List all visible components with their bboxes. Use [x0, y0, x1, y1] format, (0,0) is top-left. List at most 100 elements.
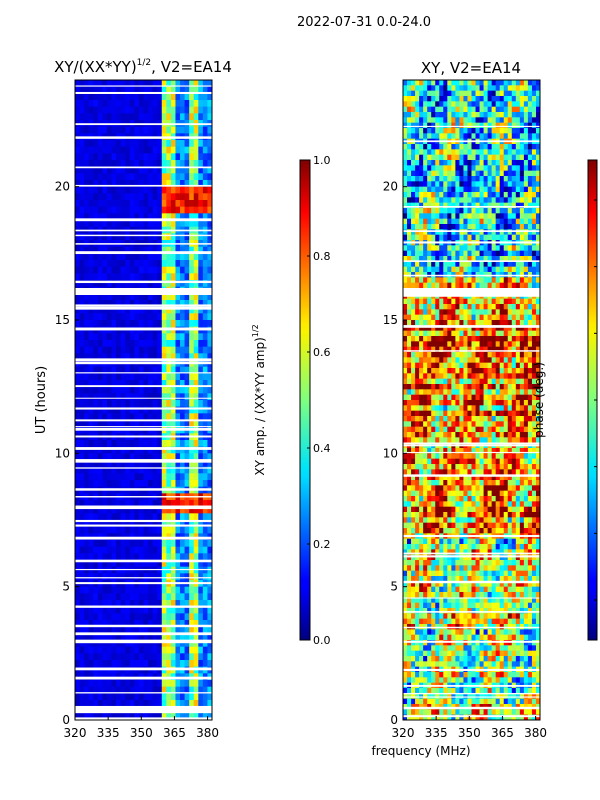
- heatmap-cell: [511, 352, 517, 358]
- heatmap-cell: [116, 400, 121, 407]
- heatmap-cell: [403, 256, 408, 262]
- heatmap-cell: [97, 193, 103, 201]
- heatmap-cell: [443, 298, 448, 305]
- heatmap-cell: [495, 362, 501, 369]
- heatmap-cell: [207, 660, 212, 667]
- heatmap-cell: [491, 336, 496, 342]
- heatmap-cell: [467, 202, 472, 209]
- heatmap-cell: [180, 420, 185, 427]
- heatmap-cell: [515, 314, 521, 321]
- heatmap-cell: [148, 686, 153, 694]
- heatmap-cell: [97, 306, 103, 314]
- heatmap-cell: [511, 218, 517, 225]
- heatmap-cell: [403, 261, 408, 267]
- amplitude-colorbar-ticks: 0.00.20.40.60.81.0: [307, 154, 331, 647]
- heatmap-cell: [419, 154, 424, 161]
- heatmap-cell: [535, 213, 540, 219]
- heatmap-cell: [419, 133, 424, 139]
- heatmap-cell: [161, 526, 167, 534]
- heatmap-cell: [138, 193, 144, 201]
- heatmap-cell: [180, 393, 185, 401]
- heatmap-cell: [507, 208, 513, 214]
- heatmap-cell: [407, 266, 412, 273]
- heatmap-cell: [487, 261, 492, 267]
- heatmap-cell: [463, 85, 468, 91]
- heatmap-cell: [531, 218, 537, 225]
- heatmap-cell: [120, 420, 126, 427]
- heatmap-cell: [411, 170, 416, 177]
- heatmap-cell: [184, 193, 190, 201]
- heatmap-cell: [475, 101, 480, 107]
- heatmap-cell: [143, 293, 149, 301]
- heatmap-cell: [487, 192, 492, 198]
- heatmap-cell: [180, 620, 185, 627]
- heatmap-cell: [166, 160, 172, 167]
- heatmap-cell: [152, 193, 158, 201]
- heatmap-cell: [129, 86, 135, 94]
- heatmap-cell: [207, 406, 212, 414]
- heatmap-cell: [93, 206, 99, 214]
- x-tick-label: 320: [64, 726, 87, 740]
- flagged-row: [75, 91, 212, 94]
- heatmap-cell: [511, 101, 517, 107]
- heatmap-cell: [166, 173, 172, 181]
- heatmap-cell: [166, 700, 172, 707]
- heatmap-cell: [75, 293, 80, 301]
- heatmap-cell: [499, 144, 505, 150]
- heatmap-cell: [120, 506, 126, 514]
- heatmap-cell: [143, 180, 149, 187]
- heatmap-cell: [157, 193, 163, 201]
- heatmap-cell: [523, 352, 529, 358]
- heatmap-cell: [75, 206, 80, 214]
- heatmap-cell: [419, 320, 424, 326]
- heatmap-cell: [88, 613, 94, 621]
- heatmap-cell: [79, 380, 85, 387]
- heatmap-cell: [519, 373, 525, 379]
- heatmap-cell: [102, 406, 108, 414]
- heatmap-cell: [106, 273, 112, 281]
- flagged-row: [75, 243, 212, 245]
- heatmap-cell: [403, 218, 408, 225]
- heatmap-cell: [483, 256, 488, 262]
- heatmap-cell: [463, 170, 468, 177]
- heatmap-cell: [184, 460, 190, 467]
- heatmap-cell: [189, 213, 195, 221]
- heatmap-cell: [439, 165, 444, 171]
- heatmap-cell: [148, 573, 153, 581]
- heatmap-cell: [207, 193, 212, 201]
- heatmap-cell: [447, 101, 452, 107]
- heatmap-cell: [134, 373, 140, 381]
- heatmap-cell: [129, 393, 135, 401]
- heatmap-cell: [184, 473, 190, 481]
- heatmap-cell: [435, 144, 440, 150]
- heatmap-cell: [129, 300, 135, 307]
- heatmap-cell: [106, 546, 112, 554]
- heatmap-cell: [455, 378, 460, 385]
- heatmap-cell: [423, 181, 428, 187]
- heatmap-cell: [459, 192, 464, 198]
- x-tick-label: 335: [97, 726, 120, 740]
- heatmap-cell: [134, 353, 140, 361]
- heatmap-cell: [175, 606, 181, 614]
- heatmap-cell: [120, 193, 126, 201]
- heatmap-cell: [93, 180, 99, 187]
- flagged-row: [75, 218, 212, 222]
- heatmap-cell: [79, 206, 85, 214]
- heatmap-cell: [407, 314, 412, 321]
- heatmap-cell: [106, 500, 112, 507]
- heatmap-cell: [511, 389, 517, 395]
- heatmap-cell: [152, 220, 158, 227]
- heatmap-cell: [120, 126, 126, 134]
- heatmap-cell: [491, 314, 496, 321]
- heatmap-cell: [84, 440, 89, 447]
- heatmap-cell: [531, 122, 537, 129]
- heatmap-cell: [415, 160, 420, 166]
- heatmap-cell: [207, 233, 212, 241]
- heatmap-cell: [102, 513, 108, 521]
- heatmap-cell: [161, 446, 167, 454]
- heatmap-cell: [175, 353, 181, 361]
- heatmap-cell: [535, 256, 540, 262]
- heatmap-cell: [102, 373, 108, 381]
- heatmap-cell: [120, 200, 126, 207]
- heatmap-cell: [143, 586, 149, 594]
